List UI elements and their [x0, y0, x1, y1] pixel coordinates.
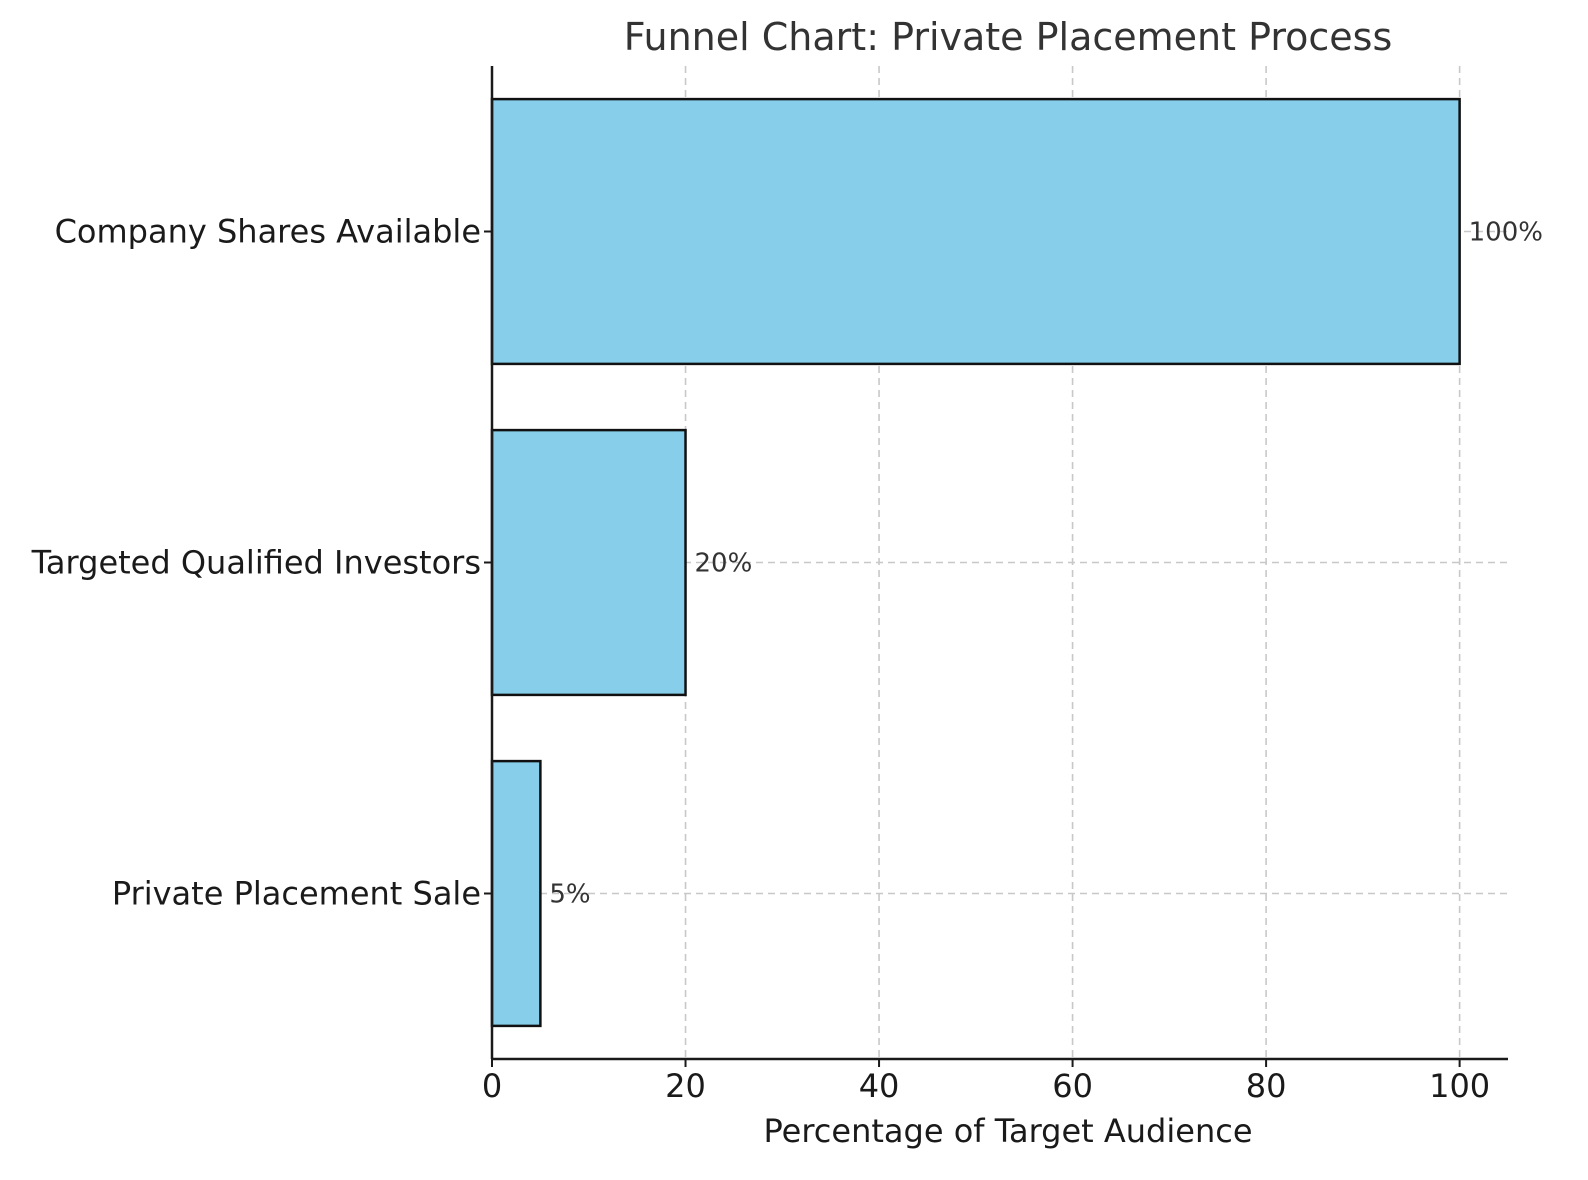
- bar-2: [490, 759, 542, 1028]
- axis-layer: [484, 66, 1508, 1067]
- y-category-label-1: Targeted Qualified Investors: [31, 544, 481, 582]
- label-layer: 0 20 40 60 80 100 Company Shares Available Targ…: [31, 213, 1543, 1106]
- data-label-0: 100%: [1469, 218, 1543, 248]
- bar-1: [490, 428, 687, 697]
- y-category-label-2: Private Placement Sale: [112, 875, 481, 913]
- data-label-1: 20%: [695, 549, 753, 579]
- x-tick-label-3: 60: [1052, 1067, 1093, 1105]
- x-tick-label-5: 100: [1429, 1067, 1490, 1105]
- x-tick-label-0: 0: [482, 1067, 502, 1105]
- x-tick-label-2: 40: [859, 1067, 900, 1105]
- x-tick-label-4: 80: [1246, 1067, 1287, 1105]
- x-axis-title: Percentage of Target Audience: [764, 1112, 1253, 1150]
- bar-0: [490, 97, 1461, 366]
- chart-title: Funnel Chart: Private Placement Process: [624, 15, 1393, 59]
- data-label-2: 5%: [549, 880, 590, 910]
- x-tick-label-1: 20: [665, 1067, 706, 1105]
- y-category-label-0: Company Shares Available: [55, 213, 481, 251]
